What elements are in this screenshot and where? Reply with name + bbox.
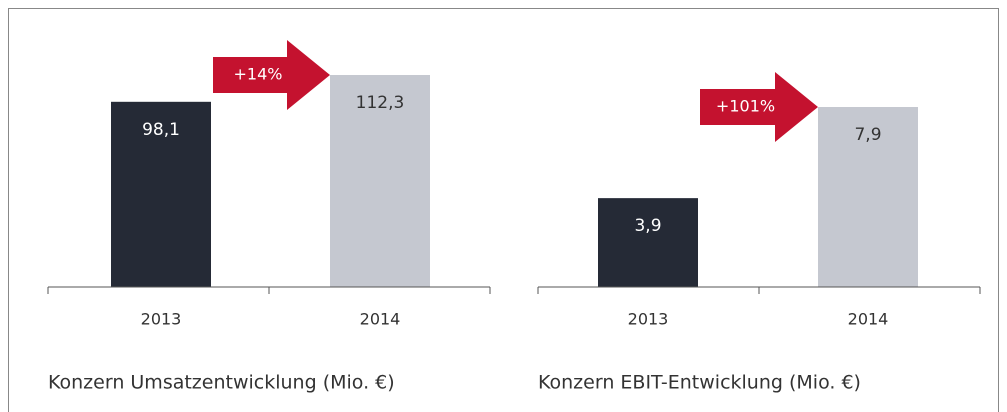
bar [330,75,430,287]
value-label: 3,9 [634,216,661,236]
growth-arrow [213,40,330,110]
growth-label: +101% [716,97,775,116]
x-tick-label: 2013 [141,310,182,329]
value-label: 7,9 [854,125,881,145]
x-tick-label: 2014 [848,310,889,329]
value-label: 112,3 [356,93,405,113]
bar [818,107,918,287]
x-tick-label: 2014 [360,310,401,329]
growth-arrow [700,72,818,142]
x-tick-label: 2013 [628,310,669,329]
growth-label: +14% [234,65,283,84]
bar [111,101,211,288]
chart-title: Konzern EBIT-Entwicklung (Mio. €) [538,372,861,394]
bar [598,198,698,287]
chart-title: Konzern Umsatzentwicklung (Mio. €) [48,372,395,394]
value-label: 98,1 [142,120,180,140]
frame [8,8,999,412]
